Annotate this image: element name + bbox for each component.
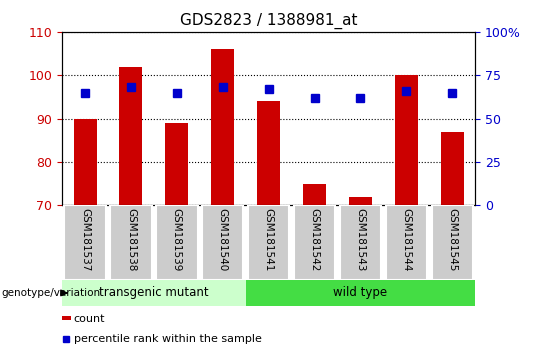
Text: GSM181543: GSM181543 bbox=[355, 207, 366, 271]
Bar bbox=[156, 205, 198, 280]
Bar bbox=[211, 49, 234, 205]
Text: GSM181537: GSM181537 bbox=[80, 207, 90, 271]
Bar bbox=[73, 119, 97, 205]
Text: wild type: wild type bbox=[333, 286, 388, 299]
Bar bbox=[110, 205, 152, 280]
Bar bbox=[119, 67, 143, 205]
Bar bbox=[246, 280, 475, 306]
Bar bbox=[349, 196, 372, 205]
Text: GSM181540: GSM181540 bbox=[218, 207, 228, 271]
Bar bbox=[64, 205, 106, 280]
Text: GSM181541: GSM181541 bbox=[264, 207, 274, 271]
Bar bbox=[62, 316, 71, 320]
Text: count: count bbox=[73, 314, 105, 324]
Bar bbox=[441, 132, 464, 205]
Text: GSM181544: GSM181544 bbox=[401, 207, 411, 271]
Bar bbox=[257, 101, 280, 205]
Text: transgenic mutant: transgenic mutant bbox=[99, 286, 209, 299]
Bar bbox=[248, 205, 289, 280]
Bar bbox=[431, 205, 473, 280]
Bar bbox=[62, 280, 246, 306]
Bar bbox=[294, 205, 335, 280]
Bar bbox=[386, 205, 427, 280]
Bar bbox=[340, 205, 381, 280]
Text: GSM181545: GSM181545 bbox=[447, 207, 457, 271]
Text: GSM181538: GSM181538 bbox=[126, 207, 136, 271]
Title: GDS2823 / 1388981_at: GDS2823 / 1388981_at bbox=[180, 13, 357, 29]
Text: genotype/variation: genotype/variation bbox=[2, 288, 100, 298]
Text: GSM181539: GSM181539 bbox=[172, 207, 182, 271]
Bar bbox=[303, 184, 326, 205]
Text: GSM181542: GSM181542 bbox=[309, 207, 320, 271]
Bar bbox=[395, 75, 418, 205]
Text: percentile rank within the sample: percentile rank within the sample bbox=[73, 334, 261, 344]
Bar bbox=[202, 205, 244, 280]
Bar bbox=[165, 123, 188, 205]
